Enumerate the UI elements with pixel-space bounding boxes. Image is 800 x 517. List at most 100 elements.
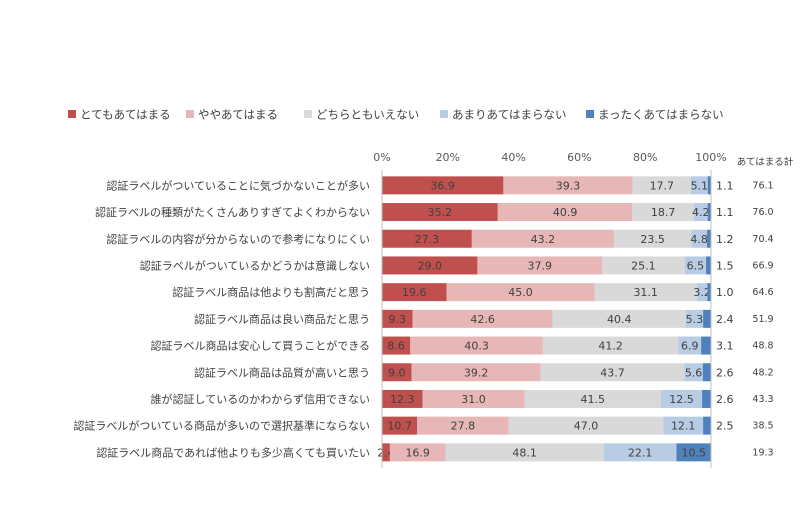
data-label: 1.1 <box>716 179 734 192</box>
bar-segment <box>508 416 664 435</box>
data-label: 36.9 <box>430 179 455 192</box>
bar-segment <box>410 336 543 355</box>
total-value: 64.6 <box>752 287 773 298</box>
bar-segment <box>594 283 697 302</box>
bar-segment <box>382 336 411 355</box>
data-label: 40.3 <box>464 340 489 353</box>
bar-segment <box>707 229 711 248</box>
data-label: 12.5 <box>669 393 694 406</box>
data-label: 2.5 <box>716 420 734 433</box>
bar-segment <box>540 363 685 382</box>
data-label: 16.9 <box>405 446 430 459</box>
legend-label-4: あまりあてはまらない <box>452 108 567 122</box>
total-value: 19.3 <box>752 447 773 458</box>
data-label: 2.4 <box>716 313 734 326</box>
data-label: 40.4 <box>607 313 632 326</box>
total-value: 51.9 <box>752 314 773 325</box>
data-label: 40.9 <box>553 206 578 219</box>
bar-segment <box>678 336 702 355</box>
bar-segment <box>602 256 685 275</box>
legend-label-2: ややあてはまる <box>198 108 278 122</box>
bar-segment <box>477 256 603 275</box>
data-label: 17.7 <box>650 179 675 192</box>
data-label: 12.1 <box>671 420 696 433</box>
data-label: 18.7 <box>651 206 676 219</box>
x-tick-label: 20% <box>436 151 460 164</box>
data-label: 43.2 <box>531 233 556 246</box>
bar-segment <box>382 203 498 222</box>
bar-segment <box>696 283 708 302</box>
total-value: 76.0 <box>752 207 773 218</box>
total-value: 70.4 <box>752 234 773 245</box>
data-label: 1.5 <box>716 259 734 272</box>
category-label: 認証ラベルの内容が分からないので参考になりにくい <box>106 232 370 246</box>
x-tick-label: 60% <box>567 151 591 164</box>
bar-segment <box>382 443 390 462</box>
bar-segment <box>446 283 595 302</box>
category-label: 認証ラベル商品は良い商品だと思う <box>194 312 370 326</box>
bar-segment <box>382 256 478 275</box>
x-tick-label: 40% <box>501 151 525 164</box>
data-label: 37.9 <box>528 259 553 272</box>
legend-swatch-5 <box>586 110 594 118</box>
data-label: 9.0 <box>388 366 406 379</box>
bar-segment <box>685 309 704 328</box>
bar-segment <box>691 229 708 248</box>
legend-label-3: どちらともいえない <box>316 108 419 122</box>
data-label: 27.8 <box>451 420 476 433</box>
bar-segment <box>445 443 604 462</box>
data-label: 8.6 <box>387 340 405 353</box>
category-label: 誰が認証しているのかわからず信用できない <box>151 392 370 406</box>
data-label: 5.6 <box>685 366 703 379</box>
bar-segment <box>632 203 694 222</box>
total-value: 48.2 <box>752 367 773 378</box>
bar-segment <box>412 309 553 328</box>
data-label: 22.1 <box>628 446 653 459</box>
data-label: 45.0 <box>508 286 533 299</box>
category-label: 認証ラベルがついているかどうかは意識しない <box>140 258 370 272</box>
category-label: 認証ラベルがついていることに気づかないことが多い <box>106 178 370 192</box>
data-label: 31.1 <box>633 286 658 299</box>
bar-segment <box>703 416 712 435</box>
data-label: 2.6 <box>716 366 734 379</box>
legend-label-5: まったくあてはまらない <box>598 108 724 122</box>
bar-segment <box>707 176 712 195</box>
data-label: 23.5 <box>640 233 665 246</box>
bar-segment <box>382 229 472 248</box>
data-label: 6.9 <box>681 340 699 353</box>
bar-segment <box>471 229 614 248</box>
data-label: 19.6 <box>402 286 427 299</box>
data-label: 31.0 <box>461 393 486 406</box>
bar-segment <box>693 203 708 222</box>
data-label: 41.2 <box>598 340 623 353</box>
bar-segment <box>411 363 541 382</box>
data-label: 41.5 <box>580 393 605 406</box>
total-value: 66.9 <box>752 260 773 271</box>
data-label: 10.5 <box>681 446 706 459</box>
data-label: 2.6 <box>716 393 734 406</box>
data-label: 39.2 <box>464 366 489 379</box>
bar-segment <box>382 283 447 302</box>
x-tick-label: 100% <box>695 151 726 164</box>
total-value: 43.3 <box>752 394 773 405</box>
data-label: 43.7 <box>600 366 625 379</box>
category-label: 認証ラベル商品は安心して買うことができる <box>151 339 370 353</box>
legend-swatch-3 <box>304 110 312 118</box>
bar-segment <box>389 443 446 462</box>
total-value: 38.5 <box>752 421 773 432</box>
x-tick-label: 80% <box>633 151 657 164</box>
bar-segment <box>701 336 712 355</box>
total-value: 48.8 <box>752 341 773 352</box>
bar-segment <box>703 309 711 328</box>
bar-segment <box>417 416 509 435</box>
category-label: 認証ラベルの種類がたくさんありすぎてよくわからない <box>95 205 370 219</box>
bar-segment <box>382 309 413 328</box>
bar-segment <box>702 363 712 382</box>
legend-label-1: とてもあてはまる <box>80 108 171 122</box>
bar-segment <box>382 389 423 408</box>
data-label: 1.0 <box>716 286 734 299</box>
bar-segment <box>382 416 418 435</box>
total-value: 76.1 <box>752 180 773 191</box>
